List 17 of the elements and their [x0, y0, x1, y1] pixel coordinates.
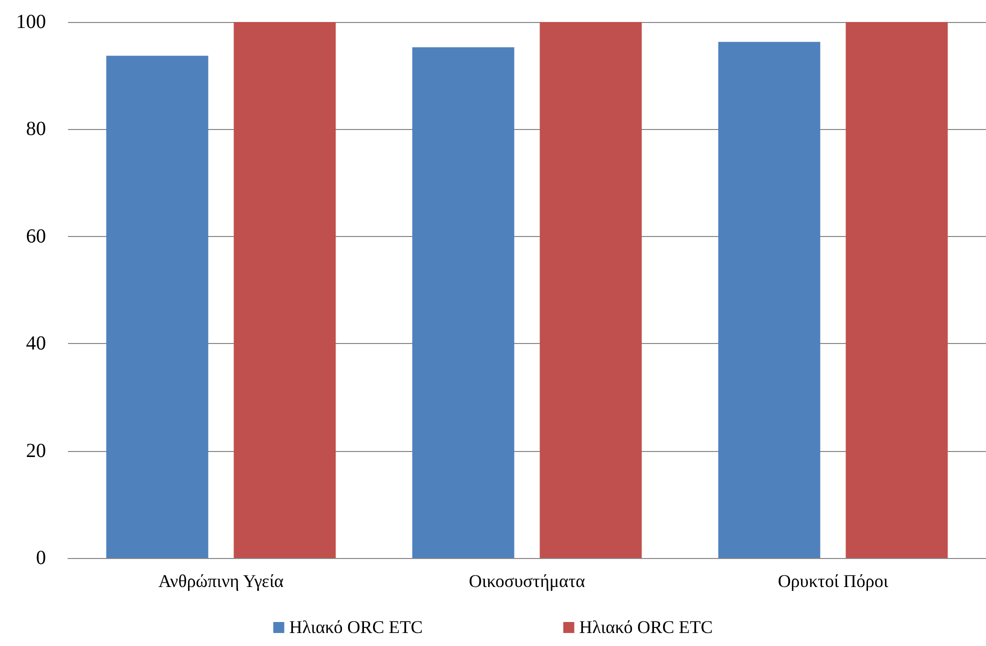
bar: [106, 56, 208, 558]
bar: [234, 22, 336, 558]
y-tick-label: 0: [36, 547, 46, 569]
bar: [412, 47, 514, 558]
y-tick-label: 100: [16, 11, 46, 33]
y-tick-label: 40: [26, 332, 46, 355]
y-tick-label: 60: [26, 225, 46, 248]
legend-label: Ηλιακό ORC ETC: [579, 617, 713, 637]
bar: [718, 42, 820, 558]
bar: [540, 22, 642, 558]
x-tick-label: Ανθρώπινη Υγεία: [158, 571, 284, 591]
x-tick-label: Οικοσυστήματα: [468, 571, 586, 591]
y-tick-label: 80: [26, 118, 46, 140]
y-tick-label: 20: [26, 440, 46, 462]
legend-label: Ηλιακό ORC ETC: [289, 617, 423, 637]
x-tick-label: Ορυκτοί Πόροι: [778, 571, 888, 591]
bar: [846, 22, 948, 558]
